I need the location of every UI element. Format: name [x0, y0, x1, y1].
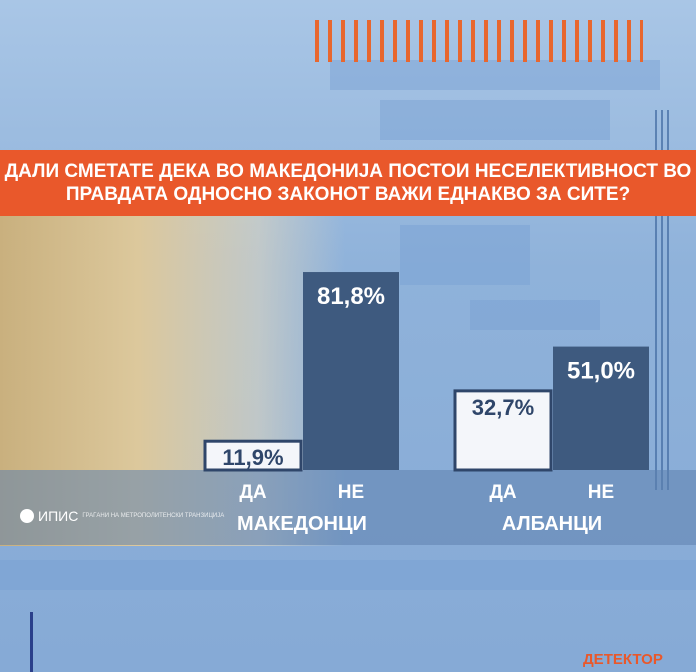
decor-band [0, 560, 696, 590]
bar-ДА-АЛБАНЦИ [453, 389, 553, 472]
decor-band [380, 100, 610, 140]
ipis-name: ИПИС [38, 508, 79, 524]
axis-band [0, 470, 696, 545]
data-label: 81,8% [317, 283, 385, 310]
data-label: 32,7% [472, 395, 534, 420]
ipis-logo-icon [20, 509, 34, 523]
group-label: МАКЕДОНЦИ [237, 513, 367, 535]
decor-stripes [315, 20, 643, 62]
decor-band [330, 60, 660, 90]
ipis-tagline: ГРАЃАНИ НА МЕТРОПОЛИТЕНСКИ ТРАНЗИЦИЈА [82, 513, 225, 519]
decor-band [400, 225, 530, 285]
ipis-logo: ИПИС ГРАЃАНИ НА МЕТРОПОЛИТЕНСКИ ТРАНЗИЦИЈ… [20, 508, 224, 524]
bar-НЕ-АЛБАНЦИ [553, 346, 649, 470]
category-label: НЕ [588, 482, 614, 503]
question-title: ДАЛИ СМЕТАТЕ ДЕКА ВО МАКЕДОНИЈА ПОСТОИ Н… [0, 150, 696, 216]
bar-НЕ-МАКЕДОНЦИ [303, 272, 399, 470]
bar-ДА-МАКЕДОНЦИ [203, 439, 303, 472]
decor-line [30, 612, 33, 672]
category-label: ДА [489, 482, 517, 503]
category-label: НЕ [338, 482, 364, 503]
data-label: 11,9% [222, 445, 283, 470]
category-label: ДА [239, 482, 267, 503]
detektor-logo: ДЕТЕКТОР [583, 651, 663, 668]
data-label: 51,0% [567, 358, 635, 385]
group-label: АЛБАНЦИ [502, 513, 602, 535]
decor-band [470, 300, 600, 330]
